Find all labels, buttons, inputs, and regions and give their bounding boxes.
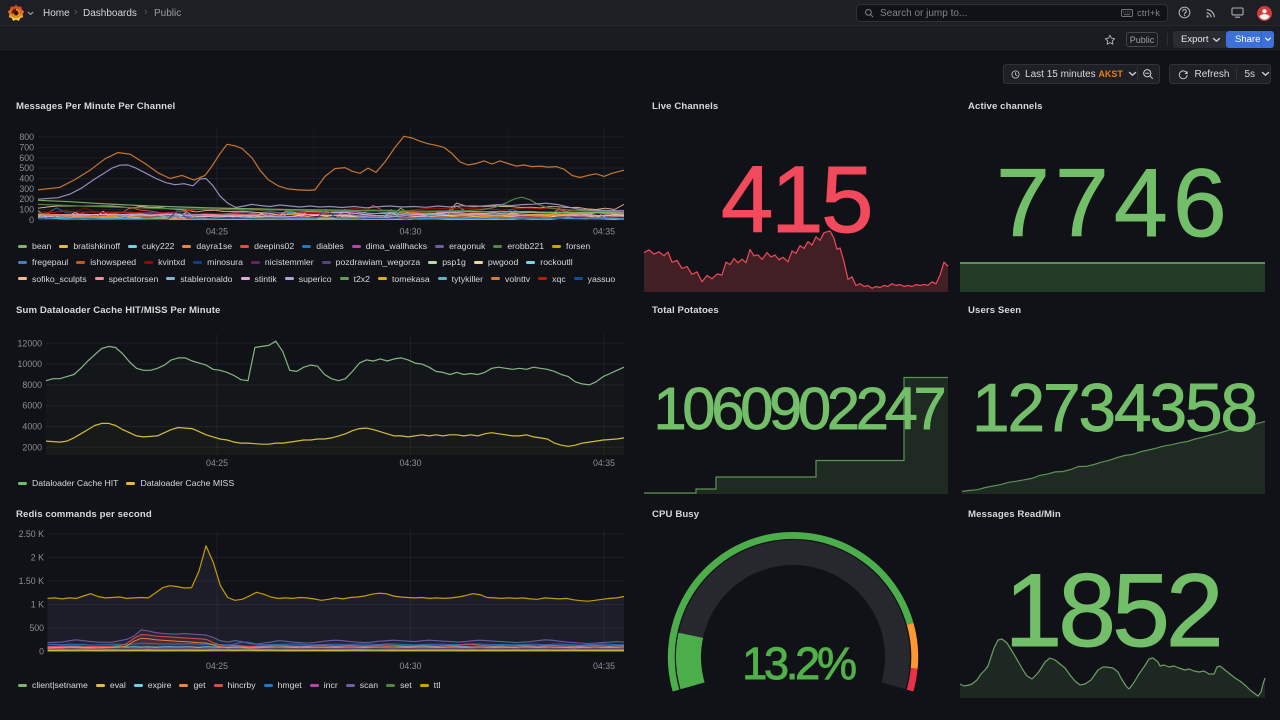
svg-text:800: 800 (19, 132, 34, 142)
svg-text:04:35: 04:35 (593, 661, 615, 671)
svg-text:600: 600 (19, 153, 34, 163)
svg-text:8000: 8000 (22, 380, 42, 390)
svg-text:1 K: 1 K (31, 600, 44, 610)
svg-text:10000: 10000 (18, 359, 43, 369)
svg-text:04:35: 04:35 (593, 227, 615, 237)
svg-text:0: 0 (39, 647, 44, 657)
svg-text:100: 100 (19, 205, 34, 215)
svg-text:04:25: 04:25 (206, 661, 228, 671)
svg-text:4000: 4000 (22, 422, 42, 432)
svg-text:400: 400 (19, 174, 34, 184)
svg-text:04:30: 04:30 (399, 458, 421, 468)
svg-text:0: 0 (29, 215, 34, 225)
svg-text:1.50 K: 1.50 K (19, 576, 45, 586)
svg-text:04:25: 04:25 (206, 458, 228, 468)
svg-text:2000: 2000 (22, 442, 42, 452)
svg-text:04:30: 04:30 (399, 227, 421, 237)
svg-text:04:35: 04:35 (593, 458, 615, 468)
svg-text:12000: 12000 (18, 338, 43, 348)
svg-text:300: 300 (19, 184, 34, 194)
svg-text:2 K: 2 K (31, 553, 44, 563)
svg-text:700: 700 (19, 142, 34, 152)
svg-text:04:25: 04:25 (206, 227, 228, 237)
svg-text:04:30: 04:30 (399, 661, 421, 671)
svg-text:6000: 6000 (22, 401, 42, 411)
svg-text:500: 500 (29, 623, 44, 633)
svg-text:2.50 K: 2.50 K (19, 529, 45, 539)
svg-text:500: 500 (19, 163, 34, 173)
svg-text:200: 200 (19, 194, 34, 204)
